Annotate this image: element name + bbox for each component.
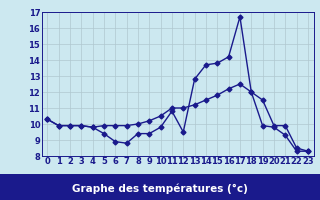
Text: Graphe des températures (°c): Graphe des températures (°c) [72, 183, 248, 194]
